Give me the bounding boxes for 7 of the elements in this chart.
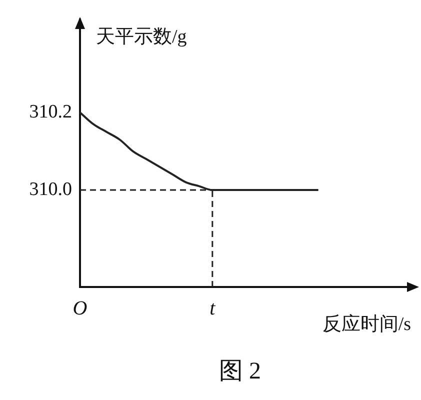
y-tick-label: 310.0: [29, 179, 72, 200]
caption: 图 2: [219, 358, 261, 384]
x-tick-label: O: [72, 297, 88, 320]
y-tick-label: 310.2: [29, 101, 72, 122]
x-axis-title: 反应时间/s: [322, 312, 411, 335]
x-tick-label: t: [210, 297, 216, 320]
y-axis-title: 天平示数/g: [96, 26, 188, 48]
